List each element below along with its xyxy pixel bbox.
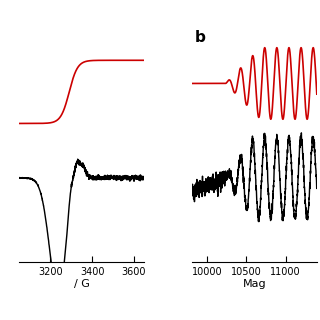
X-axis label: Mag: Mag	[243, 279, 266, 289]
X-axis label: / G: / G	[74, 279, 90, 289]
Text: b: b	[194, 30, 205, 44]
